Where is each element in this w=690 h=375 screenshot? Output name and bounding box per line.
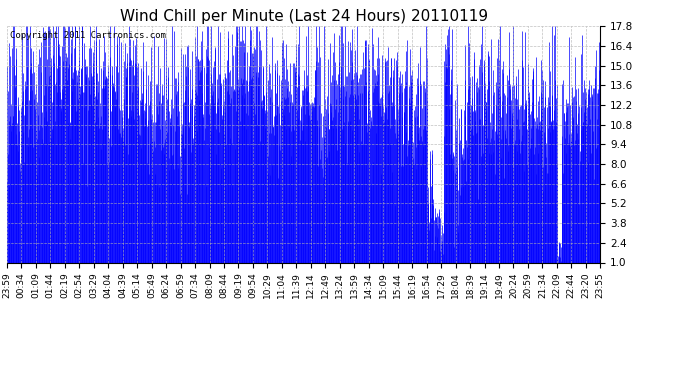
- Title: Wind Chill per Minute (Last 24 Hours) 20110119: Wind Chill per Minute (Last 24 Hours) 20…: [119, 9, 488, 24]
- Text: Copyright 2011 Cartronics.com: Copyright 2011 Cartronics.com: [10, 31, 166, 40]
